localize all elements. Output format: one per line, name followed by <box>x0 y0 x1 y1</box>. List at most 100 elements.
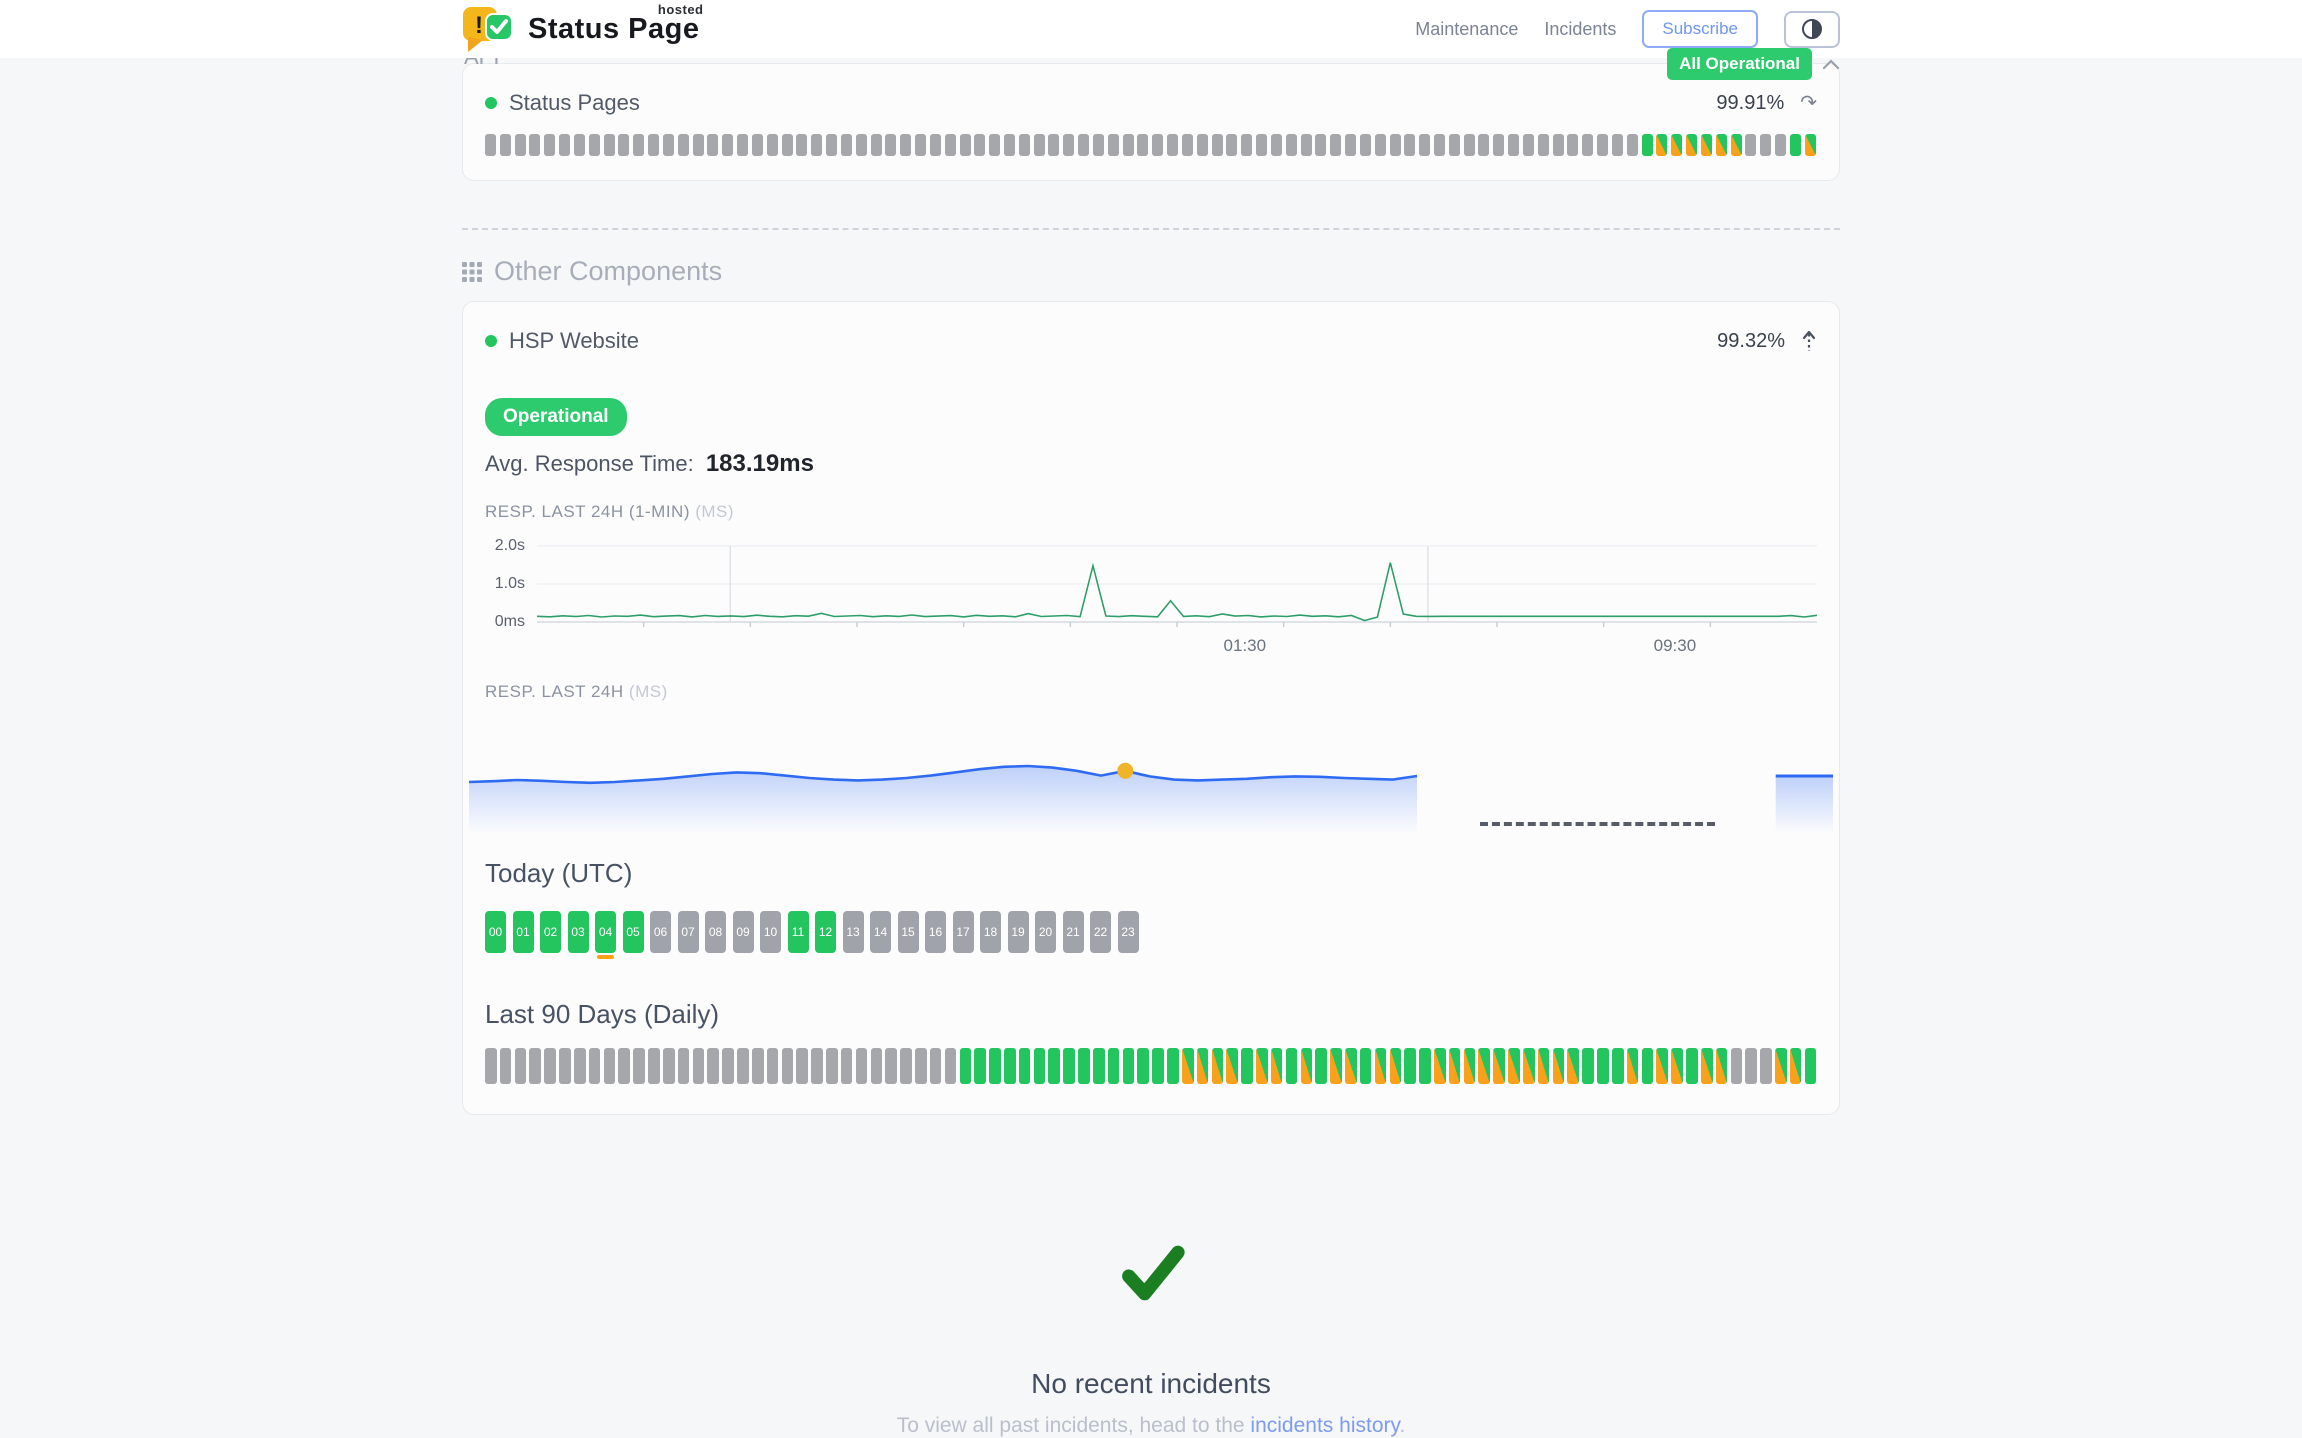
hour-block-19[interactable]: 19 <box>1007 911 1029 953</box>
uptime-bar[interactable] <box>1389 134 1401 156</box>
uptime-bar[interactable] <box>900 1048 912 1084</box>
component-row-status-pages[interactable]: Status Pages 99.91% ↷ <box>485 90 1817 116</box>
uptime-bar[interactable] <box>1522 1048 1535 1084</box>
uptime-bar[interactable] <box>811 134 823 156</box>
uptime-bar[interactable] <box>1715 1048 1728 1084</box>
uptime-bar[interactable] <box>559 134 571 156</box>
uptime-bar[interactable] <box>929 1048 942 1084</box>
uptime-bar[interactable] <box>1508 1048 1520 1084</box>
uptime-bar[interactable] <box>1345 1048 1357 1084</box>
uptime-bar[interactable] <box>1730 1048 1743 1084</box>
hour-block-06[interactable]: 06 <box>650 911 671 953</box>
uptime-bar[interactable] <box>1537 134 1549 156</box>
uptime-bar[interactable] <box>1048 1048 1061 1084</box>
uptime-bar[interactable] <box>1611 1048 1624 1084</box>
brand-logo[interactable]: ! Status Page hosted <box>462 2 703 54</box>
uptime-bar[interactable] <box>1330 134 1342 156</box>
uptime-bar[interactable] <box>677 1048 690 1084</box>
uptime-bar[interactable] <box>1493 1048 1505 1084</box>
uptime-bar[interactable] <box>1211 1048 1224 1084</box>
uptime-bar[interactable] <box>1448 1048 1461 1084</box>
uptime-bar[interactable] <box>974 134 986 156</box>
uptime-bar[interactable] <box>662 134 674 156</box>
uptime-bar[interactable] <box>1345 134 1357 156</box>
uptime-bar[interactable] <box>1671 1048 1683 1084</box>
nav-incidents[interactable]: Incidents <box>1544 18 1617 39</box>
hour-block-15[interactable]: 15 <box>897 911 919 953</box>
uptime-bar[interactable] <box>1241 134 1253 156</box>
uptime-bar[interactable] <box>1285 134 1297 156</box>
uptime-bar[interactable] <box>900 134 912 156</box>
uptime-bar[interactable] <box>1537 1048 1550 1084</box>
uptime-bar[interactable] <box>1552 134 1564 156</box>
uptime-bar[interactable] <box>1270 134 1282 156</box>
uptime-bar[interactable] <box>1641 1048 1654 1084</box>
uptime-bar[interactable] <box>514 1048 527 1084</box>
uptime-bar[interactable] <box>1404 134 1416 156</box>
hour-block-16[interactable]: 16 <box>925 911 946 953</box>
uptime-bar[interactable] <box>1508 134 1520 156</box>
uptime-bar[interactable] <box>1419 1048 1431 1084</box>
uptime-bar[interactable] <box>1493 134 1505 156</box>
uptime-bar[interactable] <box>989 134 1001 156</box>
uptime-bar[interactable] <box>1226 134 1238 156</box>
uptime-bar[interactable] <box>603 1048 616 1084</box>
nav-maintenance[interactable]: Maintenance <box>1415 18 1519 39</box>
uptime-bar[interactable] <box>1775 1048 1787 1084</box>
uptime-bar[interactable] <box>1226 1048 1238 1084</box>
uptime-bar[interactable] <box>737 1048 749 1084</box>
uptime-bar[interactable] <box>855 134 867 156</box>
uptime-bar[interactable] <box>1211 134 1223 156</box>
uptime-bar[interactable] <box>1270 1048 1283 1084</box>
uptime-bar[interactable] <box>1285 1048 1298 1084</box>
uptime-bar[interactable] <box>618 134 630 156</box>
uptime-bar[interactable] <box>781 134 793 156</box>
all-operational-badge[interactable]: All Operational <box>1667 48 1812 80</box>
uptime-bar[interactable] <box>1419 134 1431 156</box>
hour-block-07[interactable]: 07 <box>677 911 699 953</box>
uptime-bar[interactable] <box>722 134 734 156</box>
uptime-bar[interactable] <box>677 134 689 156</box>
uptime-bar[interactable] <box>840 1048 853 1084</box>
uptime-bar[interactable] <box>796 1048 808 1084</box>
uptime-bar[interactable] <box>1107 134 1119 156</box>
uptime-bar[interactable] <box>1315 134 1327 156</box>
uptime-bar[interactable] <box>1789 134 1801 156</box>
uptime-bar[interactable] <box>915 134 927 156</box>
uptime-bar[interactable] <box>1745 134 1757 156</box>
uptime-bar[interactable] <box>1478 134 1490 156</box>
uptime-bar[interactable] <box>1256 1048 1268 1084</box>
uptime-bar[interactable] <box>1359 1048 1372 1084</box>
uptime-bar[interactable] <box>751 134 763 156</box>
uptime-bar[interactable] <box>544 134 556 156</box>
hour-block-22[interactable]: 22 <box>1090 911 1111 953</box>
uptime-bar[interactable] <box>499 1048 512 1084</box>
hour-block-11[interactable]: 11 <box>787 911 809 953</box>
hour-block-20[interactable]: 20 <box>1035 911 1056 953</box>
hour-block-14[interactable]: 14 <box>870 911 891 953</box>
uptime-bar[interactable] <box>1181 1048 1194 1084</box>
uptime-bar[interactable] <box>1789 1048 1802 1084</box>
subscribe-button[interactable]: Subscribe <box>1642 10 1758 48</box>
uptime-bar[interactable] <box>1107 1048 1120 1084</box>
uptime-bar[interactable] <box>1033 1048 1046 1084</box>
uptime-bar[interactable] <box>870 1048 883 1084</box>
uptime-bar[interactable] <box>1463 134 1475 156</box>
hour-block-08[interactable]: 08 <box>705 911 726 953</box>
uptime-bar[interactable] <box>1092 1048 1105 1084</box>
uptime-bar[interactable] <box>1700 1048 1713 1084</box>
uptime-bar[interactable] <box>1018 134 1030 156</box>
uptime-bar[interactable] <box>1048 134 1060 156</box>
uptime-bar[interactable] <box>840 134 852 156</box>
uptime-bar[interactable] <box>1003 1048 1016 1084</box>
hour-block-12[interactable]: 12 <box>815 911 836 953</box>
uptime-bar[interactable] <box>989 1048 1001 1084</box>
uptime-bar[interactable] <box>1804 134 1816 156</box>
uptime-bar[interactable] <box>1003 134 1015 156</box>
uptime-bar[interactable] <box>1582 1048 1594 1084</box>
uptime-bar[interactable] <box>959 1048 972 1084</box>
uptime-bar[interactable] <box>1152 1048 1164 1084</box>
uptime-bar[interactable] <box>529 134 541 156</box>
uptime-bar[interactable] <box>811 1048 823 1084</box>
uptime-bar[interactable] <box>1760 1048 1772 1084</box>
